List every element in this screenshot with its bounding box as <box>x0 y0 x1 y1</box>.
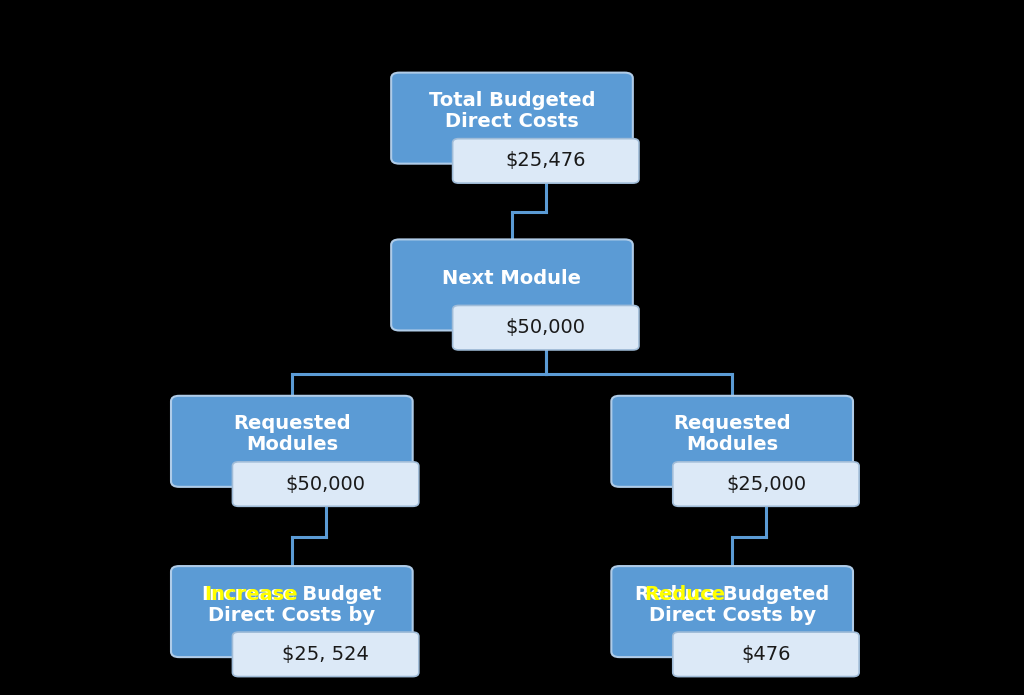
Text: Modules: Modules <box>246 435 338 455</box>
FancyBboxPatch shape <box>453 306 639 350</box>
FancyBboxPatch shape <box>232 462 419 506</box>
FancyBboxPatch shape <box>673 632 859 677</box>
Text: Direct Costs by: Direct Costs by <box>208 605 376 625</box>
Text: $25,000: $25,000 <box>726 475 806 493</box>
Text: Direct Costs: Direct Costs <box>445 112 579 131</box>
FancyBboxPatch shape <box>611 396 853 486</box>
FancyBboxPatch shape <box>611 566 853 657</box>
FancyBboxPatch shape <box>171 396 413 486</box>
FancyBboxPatch shape <box>391 239 633 331</box>
Text: Reduce Budgeted: Reduce Budgeted <box>635 584 829 604</box>
Text: Direct Costs by: Direct Costs by <box>648 605 816 625</box>
Text: Increase: Increase <box>205 584 298 604</box>
FancyBboxPatch shape <box>232 632 419 677</box>
Text: Next Module: Next Module <box>442 268 582 288</box>
FancyBboxPatch shape <box>391 73 633 164</box>
Text: $50,000: $50,000 <box>506 318 586 337</box>
Text: $50,000: $50,000 <box>286 475 366 493</box>
FancyBboxPatch shape <box>673 462 859 506</box>
Text: Modules: Modules <box>686 435 778 455</box>
Text: $25,476: $25,476 <box>506 152 586 170</box>
Text: $25, 524: $25, 524 <box>283 645 369 664</box>
Text: Increase Budget: Increase Budget <box>202 584 382 604</box>
Text: Requested: Requested <box>233 414 350 434</box>
Text: Reduce: Reduce <box>645 584 726 604</box>
Text: Requested: Requested <box>674 414 791 434</box>
Text: Total Budgeted: Total Budgeted <box>429 91 595 111</box>
Text: $476: $476 <box>741 645 791 664</box>
FancyBboxPatch shape <box>171 566 413 657</box>
FancyBboxPatch shape <box>453 139 639 183</box>
